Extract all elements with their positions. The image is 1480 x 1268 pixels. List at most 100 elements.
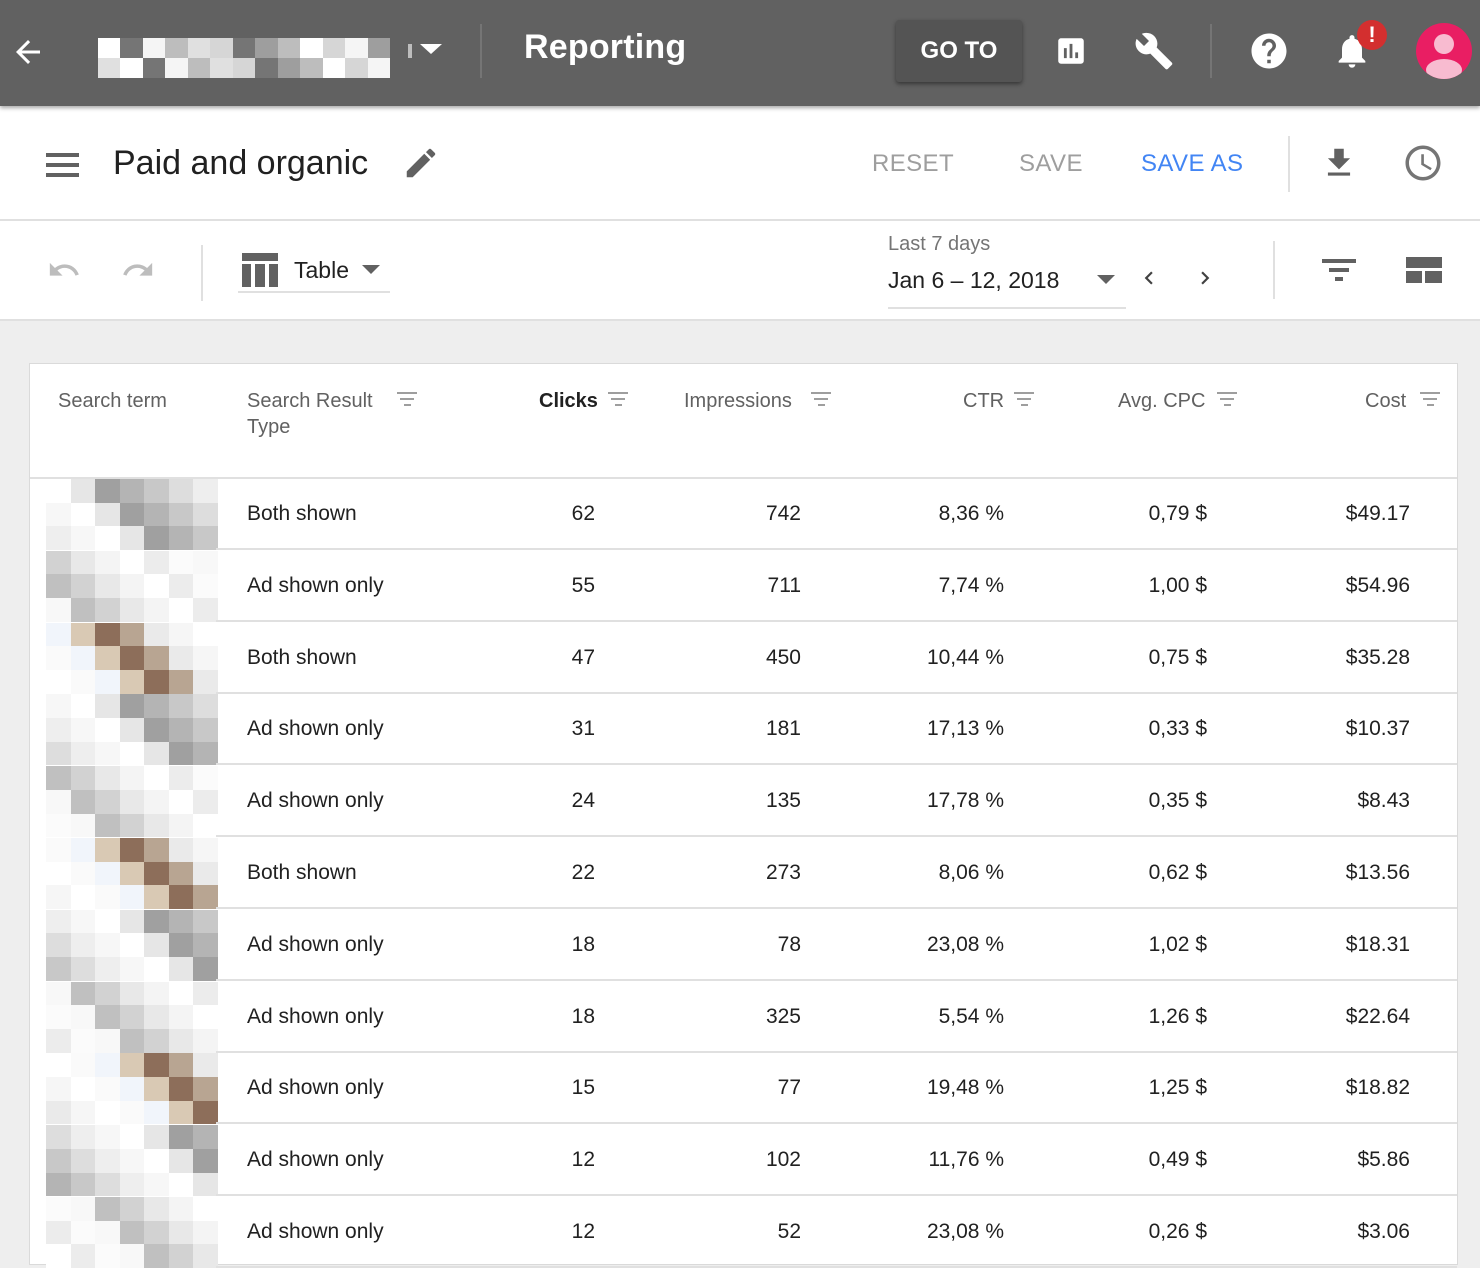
header-ctr[interactable]: CTR bbox=[963, 390, 1005, 412]
header-search-term[interactable]: Search term bbox=[58, 390, 167, 412]
menu-icon[interactable] bbox=[46, 153, 79, 177]
cell-cost: $54.96 bbox=[1345, 573, 1410, 597]
cell-ctr: 23,08 % bbox=[926, 1220, 1004, 1243]
filter-icon[interactable] bbox=[1322, 257, 1356, 283]
cell-clicks: 18 bbox=[571, 932, 595, 956]
chevron-right-icon[interactable] bbox=[1192, 265, 1218, 291]
chevron-left-icon[interactable] bbox=[1136, 265, 1162, 291]
save-button[interactable]: SAVE bbox=[1019, 150, 1083, 177]
person-icon bbox=[1426, 34, 1462, 79]
header-avg-cpc[interactable]: Avg. CPC bbox=[1118, 390, 1206, 412]
filter-icon[interactable] bbox=[1217, 392, 1237, 408]
view-type-selector[interactable]: Table bbox=[238, 247, 390, 293]
cell-clicks: 24 bbox=[571, 789, 595, 813]
table-row[interactable]: Ad shown only 12 52 23,08 % 0,26 $ $3.06 bbox=[30, 1197, 1457, 1268]
top-app-bar: Reporting GO TO ! bbox=[0, 0, 1480, 106]
account-avatar-icon[interactable] bbox=[1416, 23, 1472, 79]
cell-clicks: 47 bbox=[571, 645, 595, 669]
filter-icon[interactable] bbox=[811, 392, 831, 408]
header-impressions[interactable]: Impressions bbox=[684, 390, 792, 412]
undo-icon[interactable] bbox=[44, 253, 84, 287]
edit-pencil-icon[interactable] bbox=[402, 144, 440, 182]
search-term-redacted[interactable] bbox=[46, 694, 218, 766]
table-row[interactable]: Both shown 47 450 10,44 % 0,75 $ $35.28 bbox=[30, 622, 1457, 694]
cell-clicks: 62 bbox=[571, 502, 595, 525]
account-name-cursor bbox=[408, 44, 412, 58]
cell-impressions: 450 bbox=[765, 645, 801, 669]
search-term-redacted[interactable] bbox=[46, 1053, 218, 1125]
search-term-redacted[interactable] bbox=[46, 981, 218, 1053]
search-term-redacted[interactable] bbox=[46, 1125, 218, 1197]
filter-icon[interactable] bbox=[1420, 392, 1440, 408]
table-row[interactable]: Ad shown only 12 102 11,76 % 0,49 $ $5.86 bbox=[30, 1125, 1457, 1197]
table-row[interactable]: Ad shown only 55 711 7,74 % 1,00 $ $54.96 bbox=[30, 550, 1457, 622]
wrench-icon[interactable] bbox=[1134, 31, 1174, 71]
reset-button[interactable]: RESET bbox=[872, 150, 955, 177]
table-row[interactable]: Ad shown only 15 77 19,48 % 1,25 $ $18.82 bbox=[30, 1053, 1457, 1125]
divider bbox=[201, 245, 203, 301]
download-icon[interactable] bbox=[1320, 144, 1358, 182]
header-clicks[interactable]: Clicks bbox=[539, 390, 598, 412]
page-title: Reporting bbox=[524, 28, 687, 66]
save-as-button[interactable]: SAVE AS bbox=[1141, 150, 1244, 177]
cell-cost: $10.37 bbox=[1345, 717, 1410, 741]
report-title-bar: Paid and organic RESET SAVE SAVE AS bbox=[0, 106, 1480, 221]
cell-ctr: 17,13 % bbox=[926, 717, 1004, 741]
cell-avg-cpc: 0,49 $ bbox=[1148, 1148, 1207, 1172]
table-row[interactable]: Ad shown only 24 135 17,78 % 0,35 $ $8.43 bbox=[30, 766, 1457, 838]
cell-impressions: 742 bbox=[765, 502, 801, 525]
search-term-redacted[interactable] bbox=[46, 550, 218, 622]
cell-search-result-type: Ad shown only bbox=[247, 1148, 384, 1172]
filter-icon[interactable] bbox=[608, 392, 628, 408]
cell-clicks: 15 bbox=[571, 1076, 595, 1100]
report-toolbar: Table Last 7 days Jan 6 – 12, 2018 bbox=[0, 221, 1480, 321]
view-type-label: Table bbox=[294, 257, 349, 283]
header-search-result-type[interactable]: Search Result Type bbox=[247, 390, 373, 438]
cell-cost: $22.64 bbox=[1345, 1004, 1410, 1028]
cell-ctr: 8,06 % bbox=[938, 861, 1004, 884]
search-term-redacted[interactable] bbox=[46, 909, 218, 981]
cell-search-result-type: Ad shown only bbox=[247, 789, 384, 813]
table-row[interactable]: Both shown 22 273 8,06 % 0,62 $ $13.56 bbox=[30, 838, 1457, 909]
history-clock-icon[interactable] bbox=[1402, 142, 1444, 184]
cell-search-result-type: Ad shown only bbox=[247, 717, 384, 741]
cell-cost: $18.82 bbox=[1345, 1076, 1410, 1100]
account-dropdown-icon[interactable] bbox=[420, 44, 442, 54]
column-layout-icon[interactable] bbox=[1406, 257, 1442, 283]
cell-search-result-type: Ad shown only bbox=[247, 932, 384, 956]
reports-icon[interactable] bbox=[1054, 34, 1088, 68]
cell-ctr: 11,76 % bbox=[928, 1148, 1005, 1172]
report-table: Search term Search Result Type Clicks Im… bbox=[29, 363, 1458, 1268]
search-term-redacted[interactable] bbox=[46, 622, 218, 694]
cell-avg-cpc: 0,62 $ bbox=[1148, 861, 1207, 884]
table-row[interactable]: Ad shown only 18 325 5,54 % 1,26 $ $22.64 bbox=[30, 981, 1457, 1053]
cell-ctr: 23,08 % bbox=[926, 932, 1004, 956]
search-term-redacted[interactable] bbox=[46, 766, 218, 838]
goto-button[interactable]: GO TO bbox=[896, 20, 1022, 82]
redo-icon[interactable] bbox=[118, 253, 158, 287]
search-term-redacted[interactable] bbox=[46, 1197, 218, 1268]
search-term-redacted[interactable] bbox=[46, 838, 218, 909]
filter-icon[interactable] bbox=[397, 392, 417, 408]
account-name-redacted[interactable] bbox=[98, 38, 390, 78]
cell-impressions: 52 bbox=[777, 1220, 801, 1243]
cell-impressions: 77 bbox=[777, 1076, 801, 1100]
table-row[interactable]: Ad shown only 18 78 23,08 % 1,02 $ $18.31 bbox=[30, 909, 1457, 981]
back-arrow-icon[interactable] bbox=[10, 34, 46, 70]
cell-impressions: 102 bbox=[765, 1148, 801, 1172]
date-range-selector[interactable]: Last 7 days Jan 6 – 12, 2018 bbox=[888, 231, 1126, 309]
help-icon[interactable] bbox=[1248, 30, 1290, 72]
cell-cost: $18.31 bbox=[1345, 932, 1410, 956]
search-term-redacted[interactable] bbox=[46, 479, 218, 550]
table-row[interactable]: Both shown 62 742 8,36 % 0,79 $ $49.17 bbox=[30, 479, 1457, 550]
cell-impressions: 325 bbox=[765, 1004, 801, 1028]
cell-cost: $5.86 bbox=[1357, 1148, 1410, 1172]
cell-impressions: 135 bbox=[765, 789, 801, 813]
table-row[interactable]: Ad shown only 31 181 17,13 % 0,33 $ $10.37 bbox=[30, 694, 1457, 766]
filter-icon[interactable] bbox=[1014, 392, 1034, 408]
cell-ctr: 5,54 % bbox=[938, 1004, 1004, 1028]
cell-avg-cpc: 1,02 $ bbox=[1148, 932, 1207, 956]
cell-impressions: 181 bbox=[765, 717, 801, 741]
cell-ctr: 7,74 % bbox=[938, 573, 1004, 597]
header-cost[interactable]: Cost bbox=[1365, 390, 1407, 412]
